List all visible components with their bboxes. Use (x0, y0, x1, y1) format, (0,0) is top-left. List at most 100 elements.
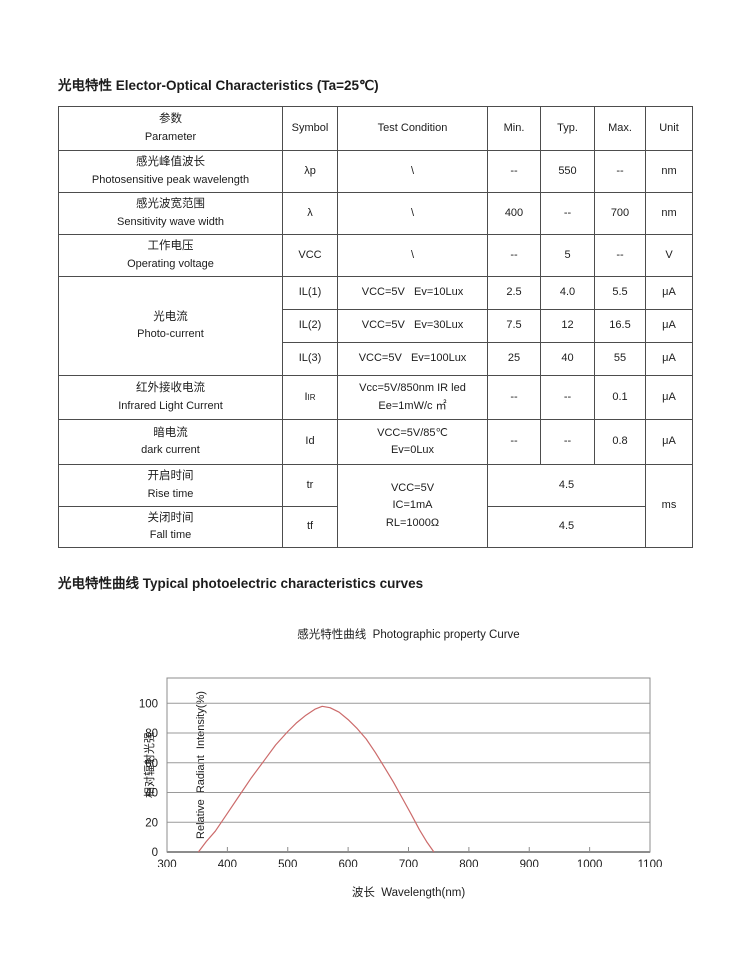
cell-parameter: 暗电流 dark current (58, 419, 283, 465)
cell-unit: μA (645, 309, 693, 343)
x-tick-label: 400 (218, 859, 237, 867)
cell-unit: μA (645, 342, 693, 376)
table-row: 关闭时间 Fall time tf 4.5 (58, 506, 693, 548)
y-tick-label: 0 (152, 847, 158, 859)
table-row: 暗电流 dark current Id VCC=5V/85℃ Ev=0Lux -- … (58, 419, 693, 465)
cell-symbol: VCC (282, 234, 338, 277)
cell-condition: VCC=5V Ev=10Lux (337, 276, 488, 310)
cell-unit: nm (645, 192, 693, 235)
section2-title-zh: 光电特性曲线 (58, 576, 139, 591)
cell-max: 55 (594, 342, 646, 376)
section-title-electro-optical: 光电特性 Elector-Optical Characteristics (Ta… (58, 74, 379, 94)
section1-title-zh: 光电特性 (58, 78, 112, 93)
cell-parameter: 感光峰值波长 Photosensitive peak wavelength (58, 150, 283, 193)
cell-max: 16.5 (594, 309, 646, 343)
x-tick-label: 1100 (638, 859, 663, 867)
cell-condition: VCC=5V/85℃ Ev=0Lux (337, 419, 488, 465)
x-tick-label: 1000 (577, 859, 603, 867)
table-row: 感光峰值波长 Photosensitive peak wavelength λp … (58, 150, 693, 193)
y-tick-label: 60 (145, 758, 158, 770)
cell-min: -- (487, 234, 541, 277)
cell-typ: 4.0 (540, 276, 595, 310)
x-tick-label: 700 (399, 859, 418, 867)
cell-parameter: 开启时间 Rise time (58, 464, 283, 507)
header-typ: Typ. (540, 106, 595, 151)
cell-max: 0.1 (594, 375, 646, 420)
cell-symbol: λp (282, 150, 338, 193)
cell-symbol: IL(2) (282, 309, 338, 343)
cell-typ: 5 (540, 234, 595, 277)
table-row: 感光波宽范围 Sensitivity wave width λ \ 400 -- … (58, 192, 693, 235)
table-row: 开启时间 Rise time tr VCC=5V IC=1mA RL=1000Ω 4.… (58, 464, 693, 548)
cell-symbol: IL(3) (282, 342, 338, 376)
cell-typ: -- (540, 375, 595, 420)
cell-condition: \ (337, 234, 488, 277)
cell-typ: -- (540, 192, 595, 235)
cell-symbol: tr (282, 464, 338, 507)
x-tick-label: 600 (339, 859, 358, 867)
header-parameter: 参数 Parameter (58, 106, 283, 151)
cell-min: 2.5 (487, 276, 541, 310)
cell-unit: nm (645, 150, 693, 193)
header-unit: Unit (645, 106, 693, 151)
cell-condition: Vcc=5V/850nm IR led Ee=1mW/c ㎡ (337, 375, 488, 420)
cell-parameter: 感光波宽范围 Sensitivity wave width (58, 192, 283, 235)
plot-frame (166, 677, 651, 853)
cell-min: 25 (487, 342, 541, 376)
cell-max: -- (594, 150, 646, 193)
cell-condition-shared: VCC=5V IC=1mA RL=1000Ω (337, 464, 488, 548)
cell-symbol: IL(1) (282, 276, 338, 310)
cell-symbol: Id (282, 419, 338, 465)
chart-canvas: 0 20 40 60 80 100 300 400 500 600 700 800 900 1000 110… (139, 677, 663, 871)
section1-title-en: Elector-Optical Characteristics (Ta=25℃) (112, 78, 379, 93)
cell-symbol: λ (282, 192, 338, 235)
cell-parameter: 关闭时间 Fall time (58, 506, 283, 548)
cell-condition: VCC=5V Ev=100Lux (337, 342, 488, 376)
cell-min: -- (487, 375, 541, 420)
cell-unit: μA (645, 419, 693, 465)
table-header-row: 参数 Parameter Symbol Test Condition Min. T… (58, 106, 693, 151)
cell-value-merged: 4.5 (487, 464, 646, 507)
x-tick-label: 900 (520, 859, 539, 867)
cell-condition: VCC=5V Ev=30Lux (337, 309, 488, 343)
cell-min: 400 (487, 192, 541, 235)
y-tick-label: 40 (145, 788, 158, 800)
table-row: 红外接收电流 Infrared Light Current IIR Vcc=5V/… (58, 375, 693, 420)
y-tick-label: 20 (145, 817, 158, 829)
cell-min: -- (487, 150, 541, 193)
cell-min: -- (487, 419, 541, 465)
cell-unit: V (645, 234, 693, 277)
cell-typ: 550 (540, 150, 595, 193)
cell-max: 0.8 (594, 419, 646, 465)
chart-title: 感光特性曲线 Photographic property Curve (297, 629, 520, 641)
table-row: 光电流 Photo-current IL(1) VCC=5V Ev=10Lux 2… (58, 276, 693, 376)
header-symbol: Symbol (282, 106, 338, 151)
cell-max: 5.5 (594, 276, 646, 310)
cell-parameter-photo-current: 光电流 Photo-current (58, 276, 283, 376)
cell-unit-shared: ms (645, 464, 693, 548)
spectral-response-curve (197, 705, 435, 853)
header-min: Min. (487, 106, 541, 151)
cell-unit: μA (645, 375, 693, 420)
x-tick-label: 300 (157, 859, 176, 867)
table-row: IL(3) VCC=5V Ev=100Lux 25 40 55 μA (59, 342, 693, 376)
cell-condition: \ (337, 192, 488, 235)
cell-typ: 12 (540, 309, 595, 343)
cell-max: 700 (594, 192, 646, 235)
section-title-curves: 光电特性曲线 Typical photoelectric characteris… (58, 572, 423, 592)
table-row: 工作电压 Operating voltage VCC \ -- 5 -- V (58, 234, 693, 277)
cell-value-merged: 4.5 (487, 506, 646, 548)
x-tick-label: 500 (278, 859, 297, 867)
cell-symbol: tf (282, 506, 338, 548)
x-tick-label: 800 (459, 859, 478, 867)
header-test-condition: Test Condition (337, 106, 488, 151)
x-axis-label: 波长 Wavelength(nm) (351, 887, 466, 899)
cell-parameter: 工作电压 Operating voltage (58, 234, 283, 277)
cell-typ: 40 (540, 342, 595, 376)
header-max: Max. (594, 106, 646, 151)
photographic-property-curve-chart: 0 20 40 60 80 100 300 400 500 600 700 800 900 1000 110… (52, 652, 700, 871)
cell-parameter: 红外接收电流 Infrared Light Current (58, 375, 283, 420)
cell-condition: \ (337, 150, 488, 193)
electro-optical-characteristics-table: 参数 Parameter Symbol Test Condition Min. T… (58, 106, 693, 548)
cell-unit: μA (645, 276, 693, 310)
